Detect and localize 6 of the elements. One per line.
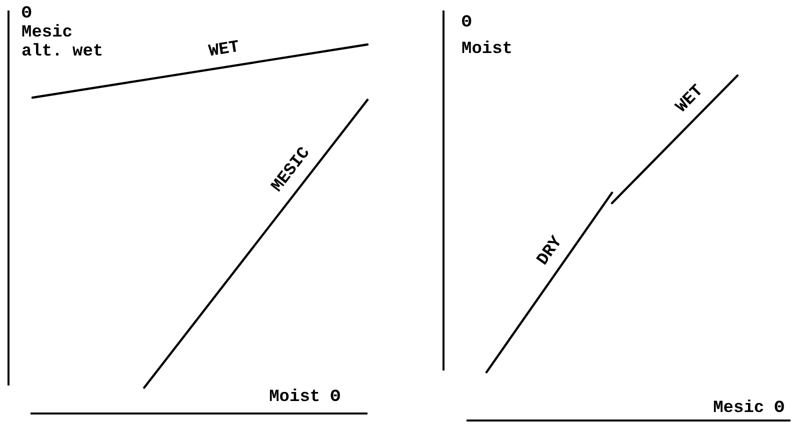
x-axis-title: Moist Θ [269, 388, 341, 407]
y-axis-title: Θ Mesic alt. wet [22, 4, 104, 62]
x-axis-title: Mesic Θ [713, 399, 785, 418]
text: WET [672, 82, 708, 117]
text: WET [208, 38, 241, 62]
y-axis-title: Θ Moist [462, 14, 513, 60]
